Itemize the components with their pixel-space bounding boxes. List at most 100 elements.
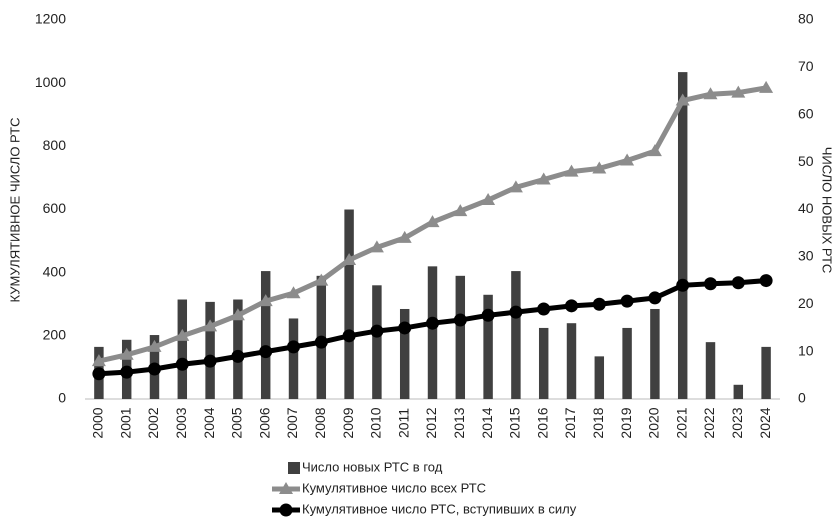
point <box>426 316 439 330</box>
legend-label: Кумулятивное число всех РТС <box>302 480 486 495</box>
bar <box>177 299 188 399</box>
x-tick-label: 2019 <box>618 407 634 438</box>
point <box>759 274 773 288</box>
point <box>509 305 523 319</box>
bar <box>733 384 744 399</box>
point <box>481 193 496 206</box>
point <box>398 321 412 335</box>
x-tick-label: 2008 <box>312 407 328 438</box>
bar <box>594 356 605 399</box>
y2-tick-label: 50 <box>798 153 814 169</box>
x-tick-label: 2024 <box>757 407 773 438</box>
x-tick-label: 2013 <box>451 407 467 438</box>
y-tick-label: 600 <box>43 200 67 216</box>
legend-label: Число новых РТС в год <box>302 459 443 474</box>
bar <box>399 308 410 399</box>
x-tick-label: 2018 <box>590 407 606 438</box>
x-tick-label: 2002 <box>145 407 161 438</box>
point <box>676 278 690 292</box>
point <box>286 286 301 299</box>
point <box>731 85 746 98</box>
bar <box>260 271 271 399</box>
y-axis-label: КУМУЛЯТИВНОЕ ЧИСЛО РТС <box>7 118 22 303</box>
point <box>508 180 523 193</box>
bar <box>677 72 688 400</box>
x-tick-label: 2022 <box>701 407 717 438</box>
legend-marker <box>279 503 293 517</box>
point <box>147 339 162 352</box>
x-tick-label: 2020 <box>646 407 662 438</box>
bar <box>233 299 243 399</box>
bar <box>761 346 771 399</box>
point <box>592 297 606 311</box>
x-tick-label: 2009 <box>340 407 356 438</box>
bar <box>483 294 493 399</box>
point <box>92 367 106 381</box>
y2-axis-label: ЧИСЛО НОВЫХ РТС <box>820 147 835 274</box>
point <box>370 324 384 338</box>
point <box>175 357 189 371</box>
point <box>536 172 551 185</box>
point <box>258 294 273 307</box>
x-tick-label: 2014 <box>479 407 495 438</box>
point <box>565 299 578 313</box>
point <box>704 277 717 291</box>
bar <box>344 209 354 399</box>
x-tick-label: 2010 <box>368 407 384 438</box>
point <box>369 240 384 253</box>
bar <box>566 323 577 399</box>
bar <box>427 266 438 399</box>
x-tick-label: 2000 <box>90 407 106 438</box>
point <box>314 273 329 286</box>
x-tick-label: 2005 <box>229 407 245 438</box>
x-tick-label: 2016 <box>534 407 550 438</box>
point <box>564 164 579 177</box>
bar <box>650 308 660 399</box>
point <box>342 253 357 266</box>
y2-tick-label: 80 <box>798 11 814 27</box>
point <box>731 276 745 290</box>
x-tick-label: 2015 <box>507 407 523 438</box>
point <box>230 308 245 321</box>
bar <box>511 271 521 399</box>
bar <box>455 275 466 399</box>
point <box>259 345 273 359</box>
point <box>759 80 774 93</box>
bar <box>372 285 382 399</box>
point <box>342 329 356 343</box>
y2-tick-label: 20 <box>798 295 814 311</box>
point <box>287 340 300 354</box>
x-tick-label: 2001 <box>117 407 133 438</box>
legend-swatch <box>288 462 300 474</box>
y-tick-label: 1000 <box>35 74 66 90</box>
legend-label: Кумулятивное число РТС, вступивших в сил… <box>302 501 577 516</box>
point <box>620 153 635 166</box>
bar <box>288 318 299 399</box>
y2-tick-label: 70 <box>798 58 814 74</box>
x-tick-label: 2007 <box>284 407 300 438</box>
x-tick-label: 2021 <box>673 407 689 438</box>
y2-tick-label: 60 <box>798 105 814 121</box>
point <box>203 354 217 368</box>
x-tick-label: 2011 <box>395 408 411 438</box>
y-tick-label: 400 <box>43 263 67 279</box>
y2-tick-label: 0 <box>798 390 806 406</box>
y-tick-label: 200 <box>43 327 67 343</box>
x-tick-label: 2003 <box>173 407 189 438</box>
point <box>453 204 468 217</box>
bar <box>205 301 215 399</box>
bar <box>622 327 632 399</box>
x-tick-label: 2004 <box>201 407 217 438</box>
y2-tick-label: 40 <box>798 200 814 216</box>
x-tick-label: 2023 <box>729 407 745 438</box>
point <box>425 215 440 228</box>
bar <box>538 327 549 399</box>
point <box>231 349 245 363</box>
point <box>592 161 607 174</box>
x-tick-label: 2017 <box>562 407 578 438</box>
point <box>91 354 106 367</box>
bar <box>705 342 716 399</box>
point <box>175 328 190 341</box>
y2-tick-label: 10 <box>798 342 814 358</box>
